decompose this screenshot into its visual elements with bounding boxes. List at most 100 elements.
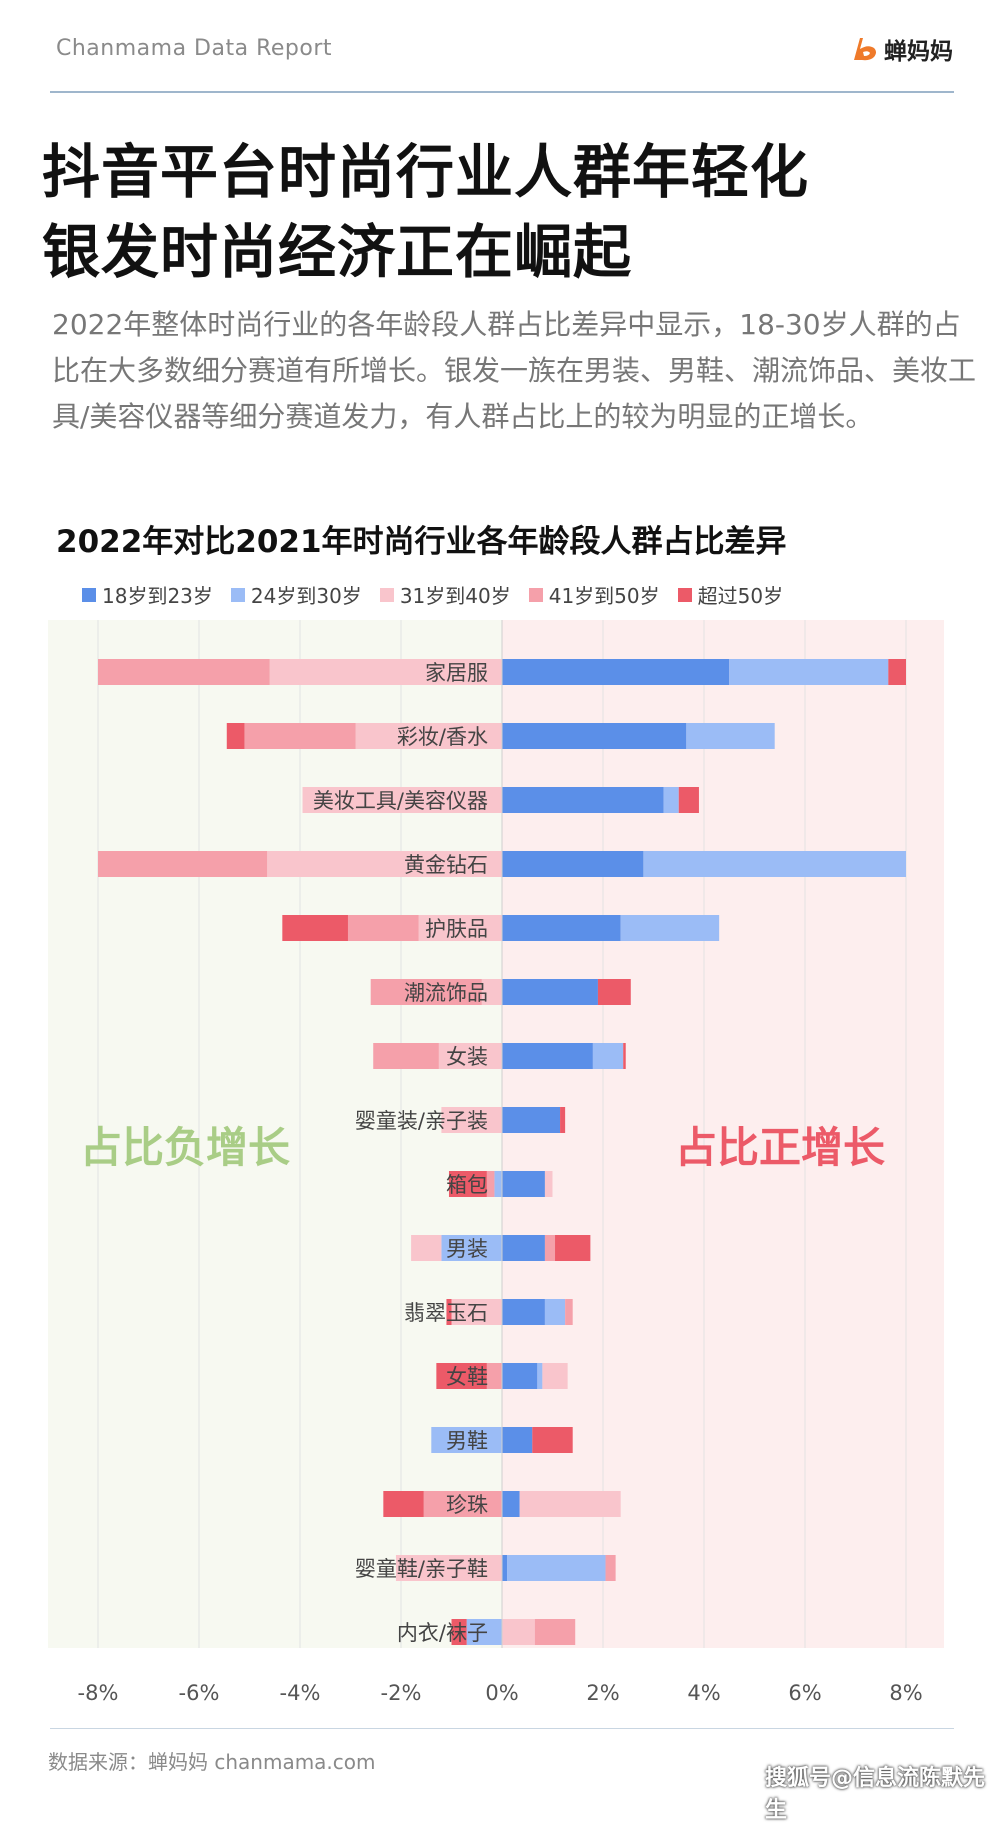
bar-segment-s41_50 (347, 915, 419, 941)
chart-title: 2022年对比2021年时尚行业各年龄段人群占比差异 (56, 524, 787, 560)
bar-segment-s18_23 (502, 1491, 520, 1517)
category-label: 女鞋 (446, 1365, 488, 1389)
x-tick-label: 0% (485, 1681, 518, 1705)
bar-segment-s18_23 (502, 851, 644, 877)
category-label: 黄金钻石 (404, 853, 488, 877)
chanmama-logo: 蝉妈妈 (850, 32, 953, 66)
bar-segment-s50p (282, 915, 348, 941)
legend-item-s24_30: 24岁到30岁 (230, 580, 362, 609)
bar-segment-s50p (451, 1619, 467, 1645)
bar-segment-s41_50 (486, 1171, 495, 1197)
category-label: 彩妆/香水 (397, 725, 488, 749)
watermark: 搜狐号@信息流陈默先生 (765, 1766, 986, 1823)
bar-segment-s24_30 (643, 851, 906, 877)
bar-segment-s31_40 (418, 915, 502, 941)
bar-segment-s41_50 (534, 1619, 576, 1645)
category-label: 男鞋 (446, 1429, 488, 1453)
bar-segment-s18_23 (502, 1235, 545, 1261)
bar-segment-s31_40 (544, 1171, 553, 1197)
title-line-1: 抖音平台时尚行业人群年轻化 (42, 138, 810, 206)
bar-segment-s41_50 (98, 851, 268, 877)
bar-segment-s18_23 (502, 723, 687, 749)
bar-segment-s41_50 (373, 1043, 439, 1069)
bar-segment-s31_40 (438, 1043, 502, 1069)
legend-item-s31_40: 31岁到40岁 (379, 580, 511, 609)
legend-swatch (677, 587, 692, 602)
bar-segment-s18_23 (502, 1555, 508, 1581)
data-source: 数据来源：蝉妈妈 chanmama.com (48, 1750, 376, 1774)
bar-segment-s18_23 (502, 979, 598, 1005)
page-title: 抖音平台时尚行业人群年轻化 银发时尚经济正在崛起 (42, 132, 809, 292)
legend-swatch (528, 587, 543, 602)
bar-segment-s50p (623, 1043, 626, 1069)
bar-segment-s18_23 (502, 1043, 593, 1069)
legend-item-s18_23: 18岁到23岁 (82, 580, 213, 609)
bar-segment-s24_30 (466, 1619, 502, 1645)
bar-segment-s24_30 (431, 1427, 502, 1453)
bar-segment-s41_50 (423, 1491, 502, 1517)
bar-segment-s50p (383, 1491, 424, 1517)
bar-segment-s24_30 (620, 915, 720, 941)
bar-segment-s50p (446, 1299, 452, 1325)
category-label: 美妆工具/美容仪器 (313, 789, 488, 813)
bar-segment-s41_50 (565, 1299, 573, 1325)
header-divider (50, 91, 954, 93)
legend-swatch (379, 587, 394, 602)
bar-segment-s18_23 (502, 1107, 561, 1133)
bar-segment-s50p (678, 787, 699, 813)
bar-segment-s24_30 (544, 1299, 566, 1325)
bar-segment-s24_30 (686, 723, 775, 749)
x-tick-label: 6% (788, 1681, 821, 1705)
category-label: 内衣/袜子 (397, 1621, 488, 1645)
bar-segment-s18_23 (502, 1299, 545, 1325)
x-tick-label: 2% (586, 1681, 619, 1705)
category-label: 女装 (446, 1045, 488, 1069)
bar-segment-s50p (888, 659, 906, 685)
bar-segment-s41_50 (605, 1555, 616, 1581)
legend-label: 31岁到40岁 (399, 584, 511, 608)
bar-segment-s18_23 (502, 915, 621, 941)
legend-item-s41_50: 41岁到50岁 (528, 580, 660, 609)
x-tick-label: 4% (687, 1681, 720, 1705)
x-tick-label: -6% (179, 1681, 220, 1705)
bar-segment-s31_40 (502, 1619, 535, 1645)
intro-paragraph: 2022年整体时尚行业的各年龄段人群占比差异中显示，18-30岁人群的占比在大多… (52, 308, 977, 433)
bar-segment-s41_50 (244, 723, 356, 749)
legend-label: 24岁到30岁 (250, 584, 362, 608)
bar-segment-s24_30 (494, 1171, 502, 1197)
category-label: 潮流饰品 (404, 981, 488, 1005)
chanmama-logo-icon (854, 38, 876, 61)
bar-segment-s18_23 (502, 659, 730, 685)
bar-segment-s24_30 (507, 1555, 606, 1581)
bar-segment-s50p (597, 979, 631, 1005)
negative-growth-label: 占比负增长 (80, 1123, 290, 1172)
bar-segment-s50p (532, 1427, 573, 1453)
x-tick-label: -8% (78, 1681, 119, 1705)
bar-segment-s50p (560, 1107, 566, 1133)
bar-segment-s31_40 (519, 1491, 621, 1517)
bar-segment-s18_23 (502, 787, 664, 813)
bar-segment-s24_30 (729, 659, 889, 685)
diverging-bar-chart: -8% -6% -4% -2% 0% 2% 4% 6% 8% 占比负增长 占比正增长 家居服彩妆/香水… (48, 620, 944, 1705)
bar-segment-s31_40 (451, 1299, 502, 1325)
category-label: 家居服 (425, 661, 488, 685)
bar-segment-s41_50 (370, 979, 482, 1005)
legend-item-s50p: 超过50岁 (677, 580, 783, 609)
bar-segment-s18_23 (502, 1171, 545, 1197)
category-label: 护肤品 (425, 917, 488, 941)
bar-segment-s31_40 (411, 1235, 442, 1261)
logo-text: 蝉妈妈 (884, 39, 953, 65)
legend-swatch (82, 587, 96, 602)
bar-segment-s31_40 (441, 1107, 502, 1133)
bar-segment-s18_23 (502, 1427, 533, 1453)
bar-segment-s50p (226, 723, 245, 749)
bar-segment-s31_40 (481, 979, 502, 1005)
x-tick-label: -4% (280, 1681, 321, 1705)
bar-segment-s18_23 (502, 1363, 538, 1389)
legend-swatch (230, 587, 245, 602)
positive-growth-label: 占比正增长 (675, 1123, 885, 1172)
category-label: 婴童装/亲子装 (355, 1109, 488, 1133)
bar-segment-s31_40 (302, 787, 502, 813)
x-tick-label: -2% (381, 1681, 422, 1705)
bar-segment-s31_40 (395, 1555, 502, 1581)
